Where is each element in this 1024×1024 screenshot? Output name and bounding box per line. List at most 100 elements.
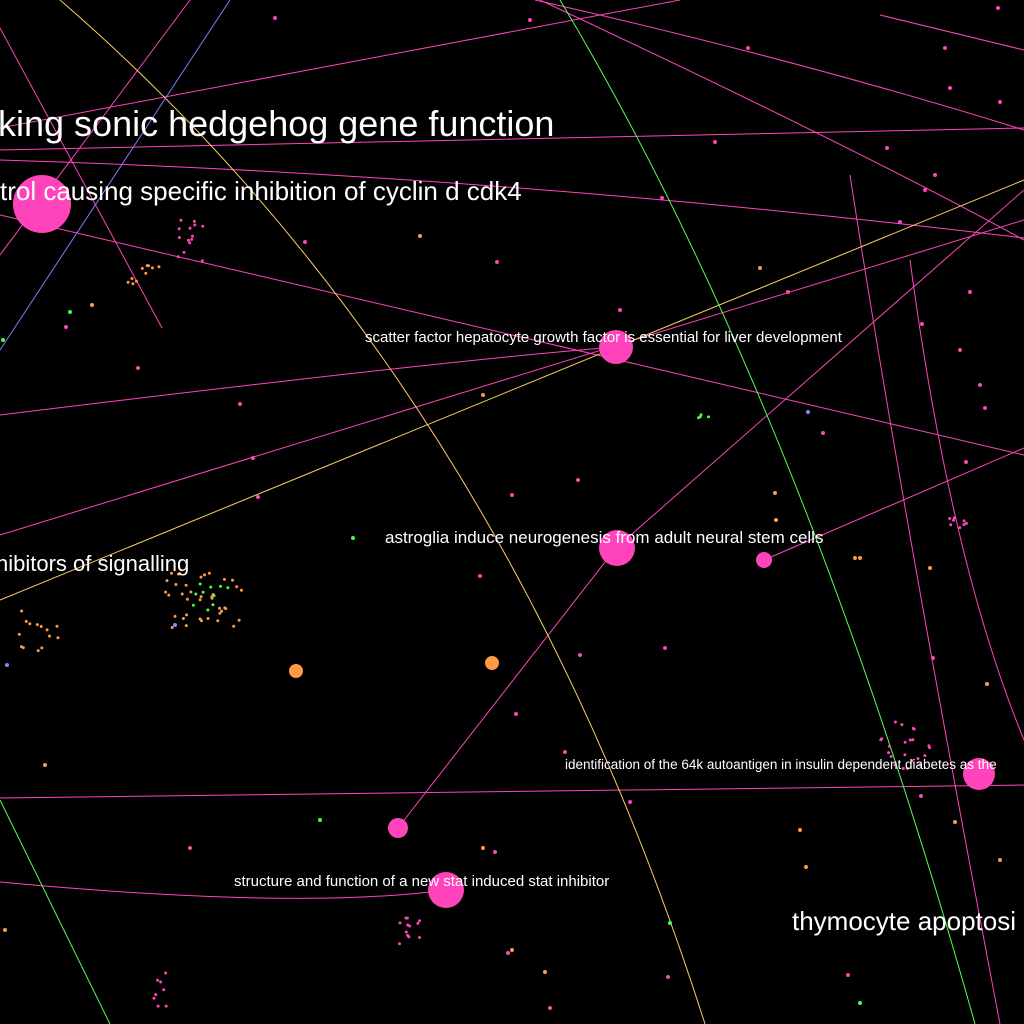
orange-node-b[interactable]: [485, 656, 499, 670]
link-line: [559, 0, 976, 1024]
scatter-dot: [318, 818, 322, 822]
scatter-dot: [406, 923, 410, 927]
scatter-dot: [983, 406, 987, 410]
stat-node[interactable]: [428, 872, 464, 908]
scatter-dot: [39, 625, 43, 628]
scatter-dot: [188, 241, 192, 245]
scatter-dot: [996, 6, 1000, 10]
scatter-dot: [927, 744, 931, 748]
label-scatter: scatter factor hepatocyte growth factor …: [365, 329, 843, 346]
label-astroglia: astroglia induce neurogenesis from adult…: [385, 528, 823, 547]
scatter-dot: [707, 415, 710, 419]
scatter-dot: [179, 218, 183, 222]
scatter-dot: [170, 571, 173, 575]
scatter-dot: [174, 583, 178, 586]
scatter-dot: [231, 578, 234, 582]
scatter-dot: [806, 410, 810, 414]
scatter-dot: [182, 250, 186, 254]
scatter-dot: [198, 582, 202, 586]
label-hedgehog: king sonic hedgehog gene function: [0, 103, 554, 144]
scatter-dot: [194, 592, 198, 596]
scatter-dot: [200, 619, 203, 623]
scatter-dot: [20, 609, 24, 613]
astroglia-node[interactable]: [599, 530, 635, 566]
cyclin-node[interactable]: [13, 175, 71, 233]
scatter-dot: [164, 1004, 168, 1008]
scatter-dot: [188, 226, 192, 230]
scatter-dot: [821, 431, 825, 435]
scatter-dot: [218, 606, 221, 610]
scatter-dot: [36, 649, 40, 653]
scatter-dot: [212, 594, 216, 598]
scatter-dot: [201, 590, 205, 594]
small-node-b[interactable]: [388, 818, 408, 838]
scatter-dot: [177, 572, 180, 576]
scatter-dot: [495, 260, 499, 264]
link-line: [59, 0, 706, 1024]
small-node-a[interactable]: [756, 552, 772, 568]
label-layer: king sonic hedgehog gene function trol c…: [0, 103, 1016, 936]
scatter-dot: [943, 46, 947, 50]
scatter-dot: [226, 586, 230, 590]
scatter-dot: [543, 970, 547, 974]
scatter-dot: [177, 227, 181, 231]
scatter-dot: [510, 948, 514, 952]
scatter-dot: [964, 460, 968, 464]
scatter-dot: [190, 237, 194, 241]
label-cyclin: trol causing specific inhibition of cycl…: [0, 176, 522, 206]
link-line: [0, 159, 1024, 239]
scatter-dot: [43, 763, 47, 767]
scatter-node[interactable]: [599, 330, 633, 364]
scatter-dot: [144, 271, 148, 275]
scatter-dot: [893, 720, 897, 724]
scatter-dot: [64, 325, 68, 329]
scatter-dot: [510, 493, 514, 497]
scatter-dot: [136, 366, 140, 370]
autoantigen-node[interactable]: [963, 758, 995, 790]
scatter-dot: [903, 740, 907, 744]
scatter-dot: [998, 858, 1002, 862]
scatter-dot: [209, 585, 213, 589]
scatter-dot: [184, 624, 188, 628]
scatter-dot: [660, 196, 664, 200]
scatter-dot: [804, 865, 808, 869]
scatter-dot: [181, 617, 185, 620]
scatter-dot: [958, 526, 962, 530]
scatter-dot: [199, 575, 203, 579]
scatter-dot: [200, 259, 204, 263]
scatter-dot: [235, 585, 239, 589]
scatter-dot: [506, 951, 510, 955]
scatter-dot: [159, 980, 163, 984]
scatter-dot: [931, 656, 935, 660]
scatter-dot: [887, 751, 891, 755]
scatter-dot: [563, 750, 567, 754]
orange-node-a[interactable]: [289, 664, 303, 678]
scatter-dot: [185, 597, 189, 601]
link-line: [0, 214, 1024, 456]
scatter-dot: [176, 255, 180, 259]
scatter-dot: [910, 759, 914, 763]
scatter-dot: [222, 577, 226, 581]
scatter-dot: [210, 596, 214, 600]
label-autoantigen: identification of the 64k autoantigen in…: [565, 757, 997, 772]
link-line: [0, 799, 111, 1024]
scatter-dot: [167, 593, 171, 597]
scatter-dot: [189, 590, 193, 594]
scatter-dot: [198, 598, 202, 602]
scatter-dot: [140, 266, 144, 270]
scatter-dot: [478, 574, 482, 578]
scatter-dot: [493, 850, 497, 854]
scatter-dot: [207, 571, 211, 575]
scatter-dot: [407, 935, 411, 939]
scatter-dot: [147, 264, 150, 268]
scatter-dot: [908, 738, 912, 742]
scatter-dot: [398, 942, 401, 946]
scatter-dot: [773, 491, 777, 495]
scatter-dot: [962, 523, 966, 526]
scatter-dot: [933, 173, 937, 177]
scatter-dot: [998, 100, 1002, 104]
scatter-dot: [418, 234, 422, 238]
scatter-dot: [578, 653, 582, 657]
scatter-dot: [858, 556, 862, 560]
